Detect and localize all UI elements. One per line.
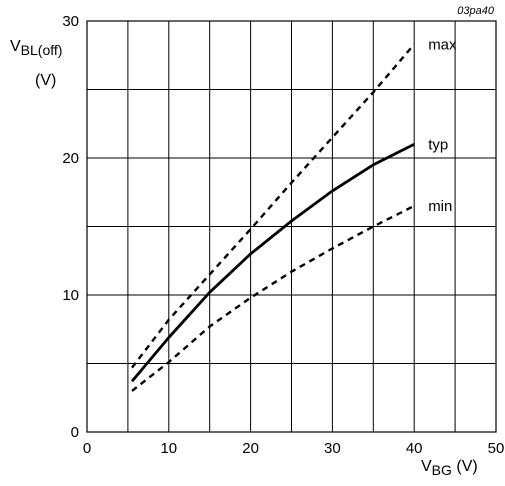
y-axis-symbol: V [10, 38, 21, 55]
x-tick-labels: 0 10 20 30 40 50 [83, 440, 505, 457]
x-tick-label: 0 [83, 440, 91, 457]
x-tick-label: 40 [406, 440, 423, 457]
y-tick-label: 0 [71, 424, 79, 441]
x-axis-subscript: BG [431, 462, 452, 478]
series-max-line [131, 43, 416, 369]
y-axis-subscript: BL(off) [20, 42, 63, 58]
series-typ-label: typ [428, 136, 448, 153]
curves [130, 43, 416, 392]
y-axis-unit-text: (V) [35, 72, 57, 89]
x-tick-label: 10 [160, 440, 177, 457]
series-typ-line [130, 143, 415, 383]
y-tick-label: 30 [62, 13, 79, 30]
x-tick-label: 50 [488, 440, 505, 457]
series-min-label: min [428, 198, 452, 215]
x-axis-symbol: V [421, 458, 432, 475]
y-tick-label: 20 [62, 150, 79, 167]
y-tick-labels: 0 10 20 30 [62, 13, 79, 441]
x-tick-label: 20 [242, 440, 259, 457]
series-labels: max typ min [428, 36, 457, 215]
y-axis-unit: (V) [35, 72, 56, 90]
figure-code: 03pa40 [457, 5, 495, 17]
series-max-label: max [428, 36, 457, 53]
grid [87, 21, 496, 432]
y-tick-label: 10 [62, 287, 79, 304]
series-min-line [131, 204, 415, 392]
x-tick-label: 30 [324, 440, 341, 457]
x-axis-unit: (V) [456, 458, 478, 475]
x-axis-label: VBG (V) [421, 458, 478, 478]
y-axis-label: VBL(off) [10, 38, 62, 58]
